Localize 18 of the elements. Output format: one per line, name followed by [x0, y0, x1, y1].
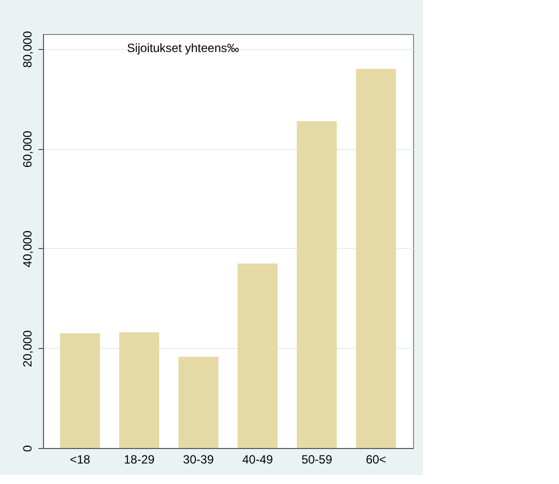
x-tick-label: 40-49 [242, 452, 274, 466]
y-tick-label: 80,000 [20, 30, 34, 68]
bar [356, 68, 396, 448]
y-tick-label: 40,000 [20, 230, 34, 268]
x-tick-label: 50-59 [301, 452, 332, 466]
y-tick-label: 20,000 [20, 330, 34, 368]
y-tick-label: 0 [20, 444, 34, 452]
y-tick-label: 60,000 [20, 130, 34, 168]
bar [119, 332, 160, 448]
x-tick-label: 30-39 [183, 452, 214, 466]
x-tick-label: <18 [70, 452, 90, 466]
x-tick-label: 18-29 [124, 452, 155, 466]
text: Sijoitukset yhteens‰ [126, 41, 240, 55]
x-tick-label: 60< [366, 452, 386, 466]
bar [296, 121, 337, 448]
bar [238, 263, 278, 448]
bar [178, 356, 218, 448]
bar [60, 333, 100, 448]
